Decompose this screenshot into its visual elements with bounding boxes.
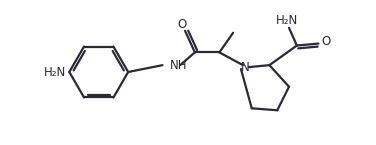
Text: O: O <box>177 18 187 31</box>
Text: H₂N: H₂N <box>276 13 298 27</box>
Text: H₂N: H₂N <box>44 66 67 78</box>
Text: N: N <box>241 61 249 74</box>
Text: NH: NH <box>170 59 188 72</box>
Text: O: O <box>322 35 331 48</box>
